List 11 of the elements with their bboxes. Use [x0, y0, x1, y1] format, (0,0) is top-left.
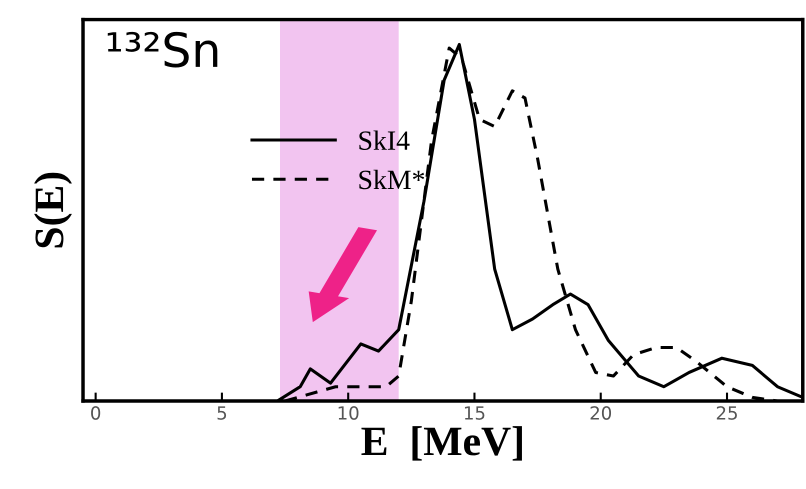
legend-label: SkM*	[359, 170, 424, 190]
x-axis-title: E [MeV]	[361, 426, 522, 461]
x-tick-label: 0	[91, 406, 100, 420]
x-tick-label: 10	[338, 406, 358, 420]
y-axis-title: S(E)	[34, 172, 72, 248]
x-tick-label: 20	[590, 406, 612, 420]
annotation: ¹³²Sn	[108, 32, 218, 68]
legend-label: SkI4	[359, 130, 410, 150]
x-tick-label: 5	[218, 406, 226, 420]
x-tick-label: 25	[716, 406, 737, 420]
x-tick-label: 15	[464, 406, 484, 420]
